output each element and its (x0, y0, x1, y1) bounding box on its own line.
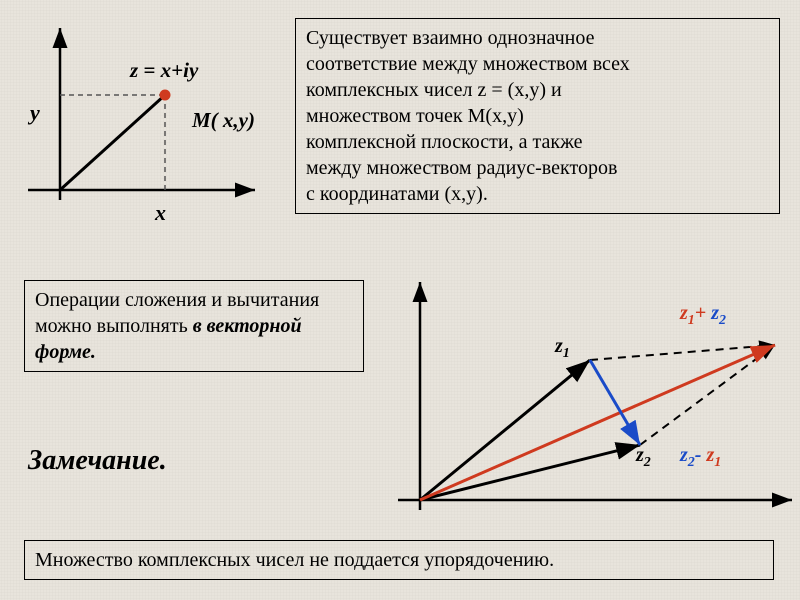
bottom-line: Множество комплексных чисел не поддается… (35, 549, 554, 571)
diff-label: z2- z1 (680, 444, 721, 471)
z1-label: z1 (555, 335, 570, 362)
ordering-text: Множество комплексных чисел не поддается… (24, 540, 774, 580)
z2-label: z2 (636, 444, 651, 471)
sum-label: z1+ z2 (680, 302, 726, 329)
